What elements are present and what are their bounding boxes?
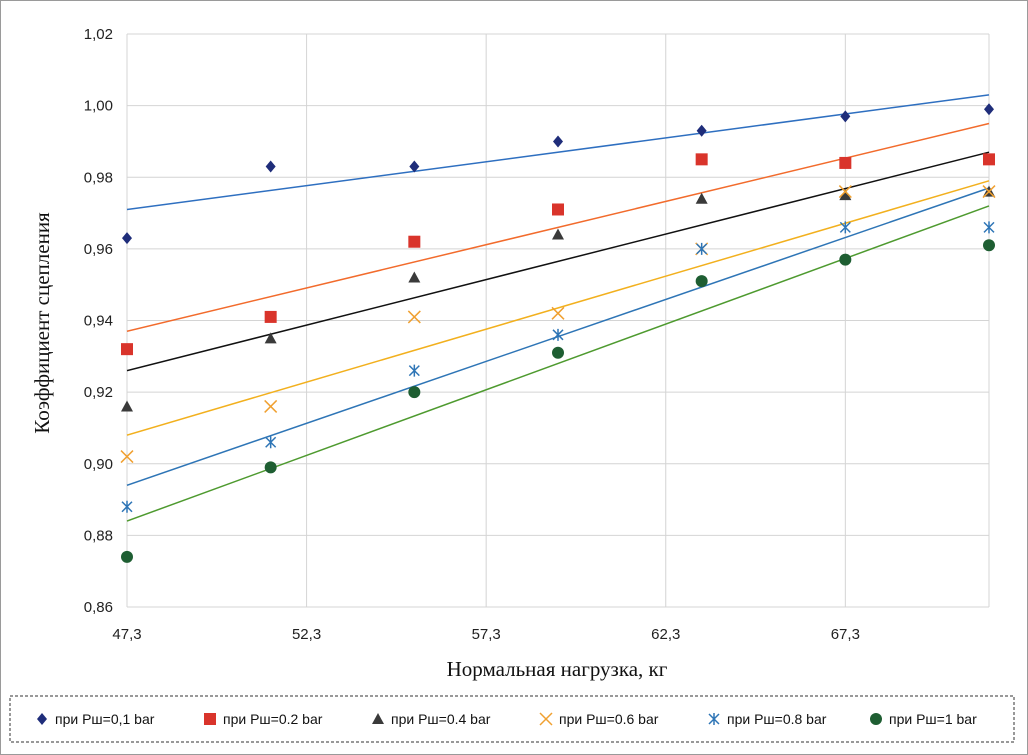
data-point <box>264 310 277 323</box>
y-tick-label: 0,86 <box>84 599 113 616</box>
data-point <box>407 310 421 324</box>
y-tick-label: 0,92 <box>84 384 113 401</box>
data-point <box>264 332 277 344</box>
y-axis-ticks: 0,86 0,88 0,90 0,92 0,94 0,96 0,98 1,00 1,02 <box>84 26 113 616</box>
data-point <box>840 110 851 123</box>
data-point <box>838 185 852 199</box>
data-point <box>696 242 708 255</box>
data-point <box>265 160 276 173</box>
data-point <box>122 232 132 245</box>
legend-label: при Pш=0.2 bar <box>223 711 323 727</box>
legend-marker <box>539 712 553 726</box>
data-point <box>839 156 852 169</box>
legend-marker <box>708 713 720 725</box>
data-point <box>839 221 851 234</box>
data-point <box>552 328 564 341</box>
data-point <box>121 343 133 356</box>
data-point <box>839 189 852 201</box>
legend: при Pш=0,1 bar при Pш=0.2 bar при Pш=0.4 b… <box>37 711 977 727</box>
legend-label: при Pш=0,1 bar <box>55 711 155 727</box>
data-point <box>553 135 563 148</box>
data-point <box>265 436 277 449</box>
data-point <box>982 185 996 199</box>
data-point <box>983 239 995 252</box>
data-point <box>409 160 420 173</box>
x-axis-ticks: 47,3 52,3 57,3 62,3 67,3 <box>112 626 860 643</box>
data-point <box>696 124 707 137</box>
x-tick-label: 62,3 <box>651 626 680 643</box>
y-tick-label: 0,96 <box>84 241 113 258</box>
data-point <box>695 275 708 288</box>
legend-marker <box>372 713 384 724</box>
data-point <box>121 400 133 412</box>
legend-label: при Pш=0.6 bar <box>559 711 659 727</box>
data-point <box>120 450 134 464</box>
data-point <box>839 253 852 266</box>
x-tick-label: 52,3 <box>292 626 321 643</box>
data-point <box>983 221 995 234</box>
legend-label: при Pш=1 bar <box>889 711 977 727</box>
data-point <box>264 399 278 413</box>
legend-label: при Pш=0.4 bar <box>391 711 491 727</box>
legend-marker <box>204 713 216 725</box>
legend-label: при Pш=0.8 bar <box>727 711 827 727</box>
y-tick-label: 0,94 <box>84 313 113 330</box>
y-tick-label: 0,98 <box>84 169 113 186</box>
data-point <box>983 153 995 166</box>
data-point <box>552 228 564 240</box>
y-tick-label: 0,90 <box>84 456 113 473</box>
y-tick-label: 1,02 <box>84 26 113 43</box>
legend-marker <box>37 713 47 725</box>
y-axis-title: Коэффициент сцепления <box>30 212 54 434</box>
data-point <box>408 364 420 377</box>
x-axis-title: Нормальная нагрузка, кг <box>447 657 668 681</box>
y-tick-label: 0,88 <box>84 527 113 544</box>
data-point <box>264 461 277 474</box>
legend-box <box>9 695 1015 743</box>
x-tick-label: 57,3 <box>472 626 501 643</box>
data-point <box>121 500 133 513</box>
data-point <box>695 192 708 204</box>
data-point <box>408 235 421 248</box>
data-point <box>551 306 565 320</box>
data-point <box>695 153 708 166</box>
y-tick-label: 1,00 <box>84 98 113 115</box>
data-point <box>984 103 994 116</box>
data-point <box>408 386 421 399</box>
data-point <box>552 346 564 359</box>
data-point <box>408 271 421 283</box>
data-point <box>121 550 133 563</box>
data-point <box>552 203 564 216</box>
x-tick-label: 47,3 <box>112 626 141 643</box>
legend-marker <box>870 713 882 725</box>
x-tick-label: 67,3 <box>831 626 860 643</box>
grid <box>126 33 990 608</box>
data-points <box>120 103 996 563</box>
